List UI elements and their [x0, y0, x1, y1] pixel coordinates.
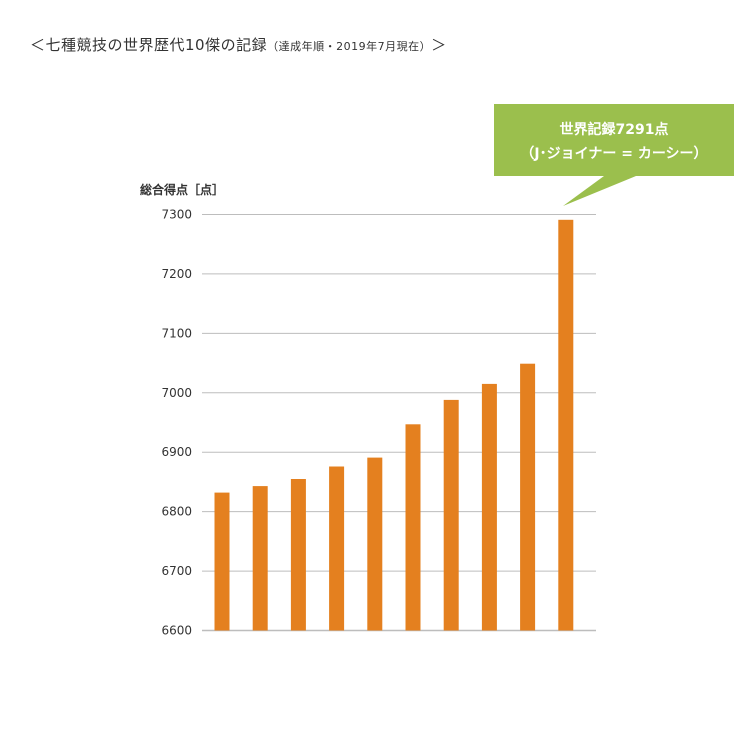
callout-line1: 世界記録7291点 — [560, 121, 669, 138]
bar-5 — [367, 457, 383, 631]
y-axis-title: 総合得点［点］ — [140, 182, 224, 197]
bar-10 — [558, 219, 574, 631]
y-tick-label-7000: 7000 — [161, 386, 192, 400]
title-sub: （達成年順・2019年7月現在） — [267, 40, 432, 53]
y-tick-label-7300: 7300 — [161, 208, 192, 222]
page-title: ＜七種競技の世界歴代10傑の記録（達成年順・2019年7月現在）＞ — [30, 34, 447, 55]
bar-9 — [520, 363, 536, 631]
y-tick-label-6800: 6800 — [161, 505, 192, 519]
callout-pointer — [563, 176, 636, 206]
bar-4 — [329, 466, 345, 631]
bar-7 — [443, 399, 459, 631]
bars — [214, 219, 574, 631]
callout-box — [494, 104, 734, 176]
y-tick-label-7200: 7200 — [161, 267, 192, 281]
world-record-callout: 世界記録7291点 （J･ジョイナー = カーシー） — [494, 104, 734, 206]
y-tick-labels: 6600 6700 6800 6900 7000 7100 7200 7300 — [161, 208, 192, 638]
bar-2 — [252, 486, 268, 631]
bar-1 — [214, 492, 230, 631]
title-close: ＞ — [431, 36, 447, 54]
title-main: ＜七種競技の世界歴代10傑の記録 — [30, 36, 268, 54]
y-tick-label-6900: 6900 — [161, 445, 192, 459]
y-tick-label-6700: 6700 — [161, 564, 192, 578]
bar-3 — [290, 479, 306, 631]
y-tick-label-7100: 7100 — [161, 326, 192, 340]
bar-8 — [481, 383, 497, 631]
y-tick-label-6600: 6600 — [161, 624, 192, 638]
bar-6 — [405, 424, 421, 631]
callout-line2: （J･ジョイナー = カーシー） — [520, 146, 707, 162]
